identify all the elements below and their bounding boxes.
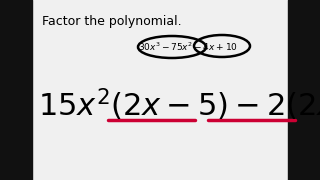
Text: $30x^3 - 75x^2 - 4x + 10$: $30x^3 - 75x^2 - 4x + 10$: [138, 41, 238, 53]
Text: Factor the polynomial.: Factor the polynomial.: [42, 15, 182, 28]
Text: $15x^2(2x-5) -2(2x-5)$: $15x^2(2x-5) -2(2x-5)$: [38, 87, 320, 123]
